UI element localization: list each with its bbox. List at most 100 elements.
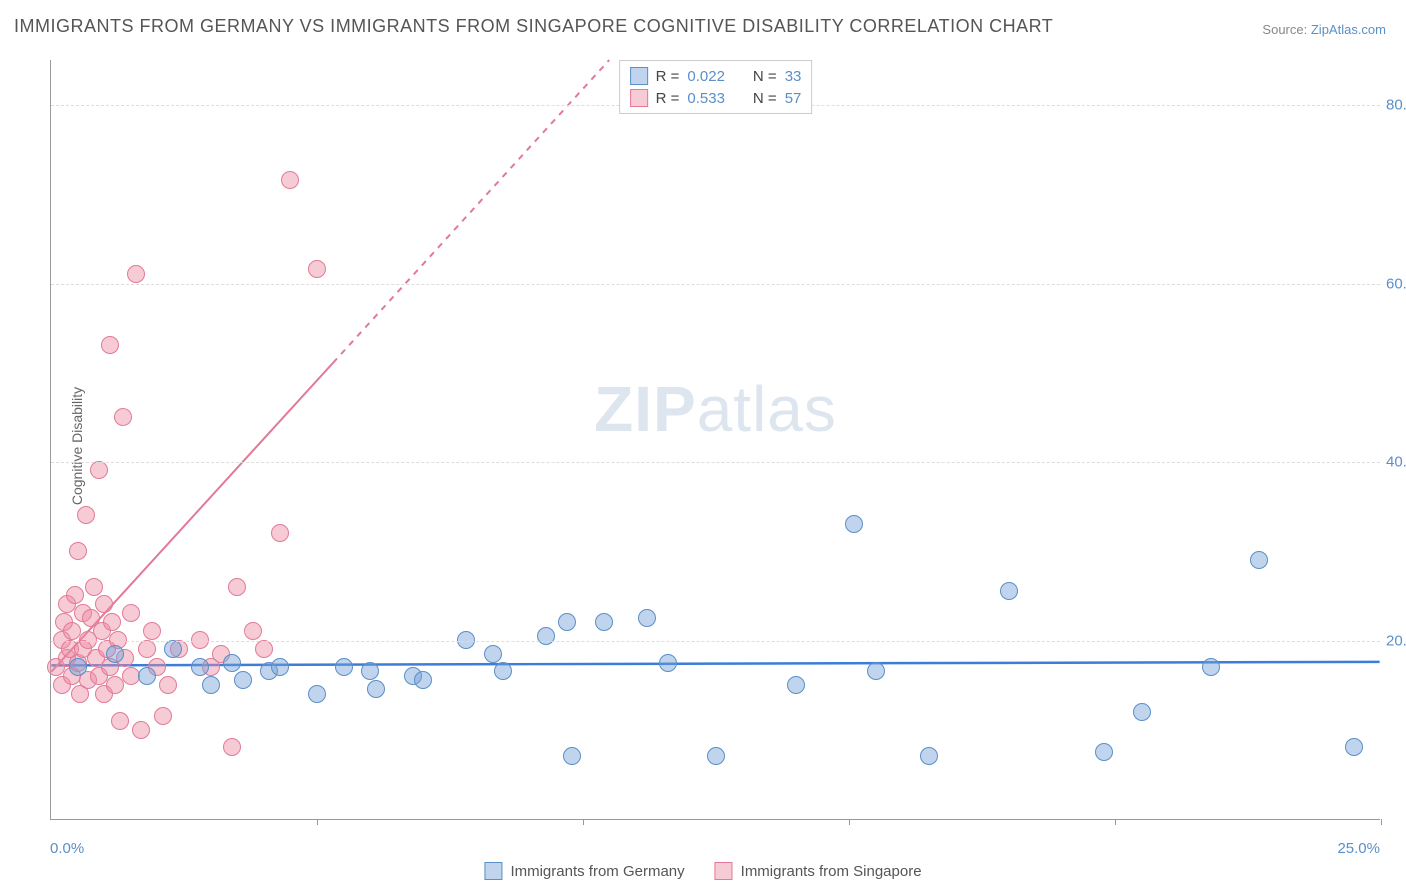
point-singapore — [95, 595, 113, 613]
point-singapore — [159, 676, 177, 694]
gridline — [51, 462, 1380, 463]
y-tick-label: 80.0% — [1386, 96, 1406, 113]
x-tick-label: 25.0% — [1337, 840, 1380, 857]
watermark: ZIPatlas — [594, 372, 837, 446]
x-tick — [317, 819, 318, 825]
stats-legend-row: R = 0.022 N = 33 — [626, 65, 806, 87]
legend-n-label: N = — [753, 90, 777, 107]
stats-legend-row: R = 0.533 N = 57 — [626, 87, 806, 109]
point-singapore — [244, 622, 262, 640]
point-germany — [920, 747, 938, 765]
point-singapore — [281, 171, 299, 189]
legend-r-label: R = — [656, 90, 680, 107]
legend-swatch — [715, 862, 733, 880]
chart-container: IMMIGRANTS FROM GERMANY VS IMMIGRANTS FR… — [0, 0, 1406, 892]
point-singapore — [228, 578, 246, 596]
point-germany — [1250, 551, 1268, 569]
point-germany — [164, 640, 182, 658]
stats-legend: R = 0.022 N = 33 R = 0.533 N = 57 — [619, 60, 813, 114]
legend-n-value: 57 — [785, 90, 802, 107]
point-singapore — [154, 707, 172, 725]
legend-r-value: 0.533 — [687, 90, 725, 107]
point-singapore — [122, 604, 140, 622]
point-singapore — [127, 265, 145, 283]
point-germany — [271, 658, 289, 676]
point-singapore — [255, 640, 273, 658]
point-germany — [106, 645, 124, 663]
trend-lines-svg — [51, 60, 1380, 819]
gridline — [51, 284, 1380, 285]
legend-swatch — [630, 89, 648, 107]
series-legend-label: Immigrants from Germany — [510, 863, 684, 880]
gridline — [51, 641, 1380, 642]
point-germany — [1345, 738, 1363, 756]
point-germany — [494, 662, 512, 680]
watermark-light: atlas — [697, 373, 837, 445]
point-germany — [361, 662, 379, 680]
y-tick-label: 40.0% — [1386, 454, 1406, 471]
point-singapore — [103, 613, 121, 631]
point-germany — [335, 658, 353, 676]
point-singapore — [106, 676, 124, 694]
series-legend-label: Immigrants from Singapore — [741, 863, 922, 880]
point-germany — [1202, 658, 1220, 676]
x-tick — [849, 819, 850, 825]
source-attribution: Source: ZipAtlas.com — [1262, 22, 1386, 37]
point-germany — [138, 667, 156, 685]
y-tick-label: 60.0% — [1386, 275, 1406, 292]
legend-n-label: N = — [753, 68, 777, 85]
point-singapore — [90, 461, 108, 479]
chart-title: IMMIGRANTS FROM GERMANY VS IMMIGRANTS FR… — [14, 16, 1053, 37]
point-germany — [1095, 743, 1113, 761]
point-singapore — [101, 336, 119, 354]
point-germany — [558, 613, 576, 631]
point-germany — [787, 676, 805, 694]
x-tick — [1381, 819, 1382, 825]
point-germany — [563, 747, 581, 765]
point-singapore — [85, 578, 103, 596]
point-germany — [308, 685, 326, 703]
legend-n-value: 33 — [785, 68, 802, 85]
point-singapore — [138, 640, 156, 658]
point-singapore — [77, 506, 95, 524]
point-germany — [367, 680, 385, 698]
legend-swatch — [630, 67, 648, 85]
point-germany — [867, 662, 885, 680]
point-germany — [202, 676, 220, 694]
trend-line — [51, 662, 1379, 666]
point-germany — [1000, 582, 1018, 600]
point-germany — [845, 515, 863, 533]
point-germany — [707, 747, 725, 765]
series-legend-item: Immigrants from Singapore — [715, 862, 922, 880]
point-singapore — [66, 586, 84, 604]
x-tick — [583, 819, 584, 825]
plot-area: R = 0.022 N = 33 R = 0.533 N = 57 ZIPatlas — [50, 60, 1380, 820]
point-germany — [414, 671, 432, 689]
legend-r-value: 0.022 — [687, 68, 725, 85]
x-tick-label: 0.0% — [50, 840, 84, 857]
point-germany — [1133, 703, 1151, 721]
series-legend-item: Immigrants from Germany — [484, 862, 684, 880]
point-germany — [234, 671, 252, 689]
point-singapore — [111, 712, 129, 730]
legend-r-label: R = — [656, 68, 680, 85]
point-singapore — [69, 542, 87, 560]
x-tick — [1115, 819, 1116, 825]
point-germany — [638, 609, 656, 627]
point-germany — [595, 613, 613, 631]
point-singapore — [132, 721, 150, 739]
point-singapore — [114, 408, 132, 426]
point-germany — [659, 654, 677, 672]
y-tick-label: 20.0% — [1386, 633, 1406, 650]
point-germany — [191, 658, 209, 676]
point-singapore — [271, 524, 289, 542]
point-germany — [484, 645, 502, 663]
watermark-bold: ZIP — [594, 373, 697, 445]
point-singapore — [143, 622, 161, 640]
point-singapore — [223, 738, 241, 756]
point-singapore — [308, 260, 326, 278]
point-germany — [69, 658, 87, 676]
series-legend: Immigrants from Germany Immigrants from S… — [484, 862, 921, 880]
point-germany — [223, 654, 241, 672]
source-link[interactable]: ZipAtlas.com — [1311, 22, 1386, 37]
